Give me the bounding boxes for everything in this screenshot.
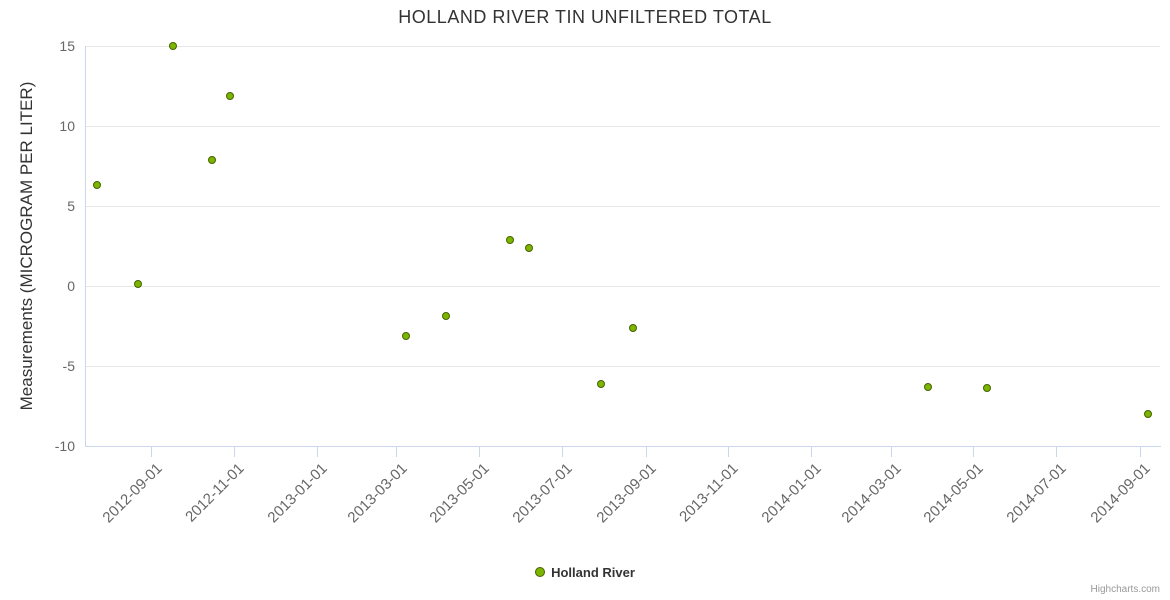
x-tick-label-text: 2013-07-01 xyxy=(509,460,576,527)
x-tick-mark xyxy=(478,447,480,457)
x-tick-mark xyxy=(973,447,975,457)
data-point[interactable] xyxy=(924,382,933,391)
data-point[interactable] xyxy=(506,235,515,244)
legend-label: Holland River xyxy=(551,564,635,580)
x-tick-mark xyxy=(1055,447,1057,457)
x-tick-label-text: 2013-01-01 xyxy=(264,460,331,527)
gridline xyxy=(85,46,1160,47)
x-tick-mark xyxy=(890,447,892,457)
x-tick-label-text: 2014-03-01 xyxy=(838,460,905,527)
x-tick-mark xyxy=(728,447,730,457)
x-tick-mark xyxy=(151,447,153,457)
x-tick-label-text: 2014-07-01 xyxy=(1003,460,1070,527)
y-tick-label: -5 xyxy=(62,358,75,374)
data-point[interactable] xyxy=(225,91,234,100)
x-tick-label-text: 2014-01-01 xyxy=(758,460,825,527)
y-tick-label: -10 xyxy=(54,438,75,454)
x-tick-label-text: 2014-09-01 xyxy=(1087,460,1154,527)
gridline xyxy=(85,366,1160,367)
data-point[interactable] xyxy=(629,323,638,332)
gridline xyxy=(85,286,1160,287)
data-point[interactable] xyxy=(208,155,217,164)
x-tick-label-text: 2014-05-01 xyxy=(920,460,988,527)
x-tick-mark xyxy=(810,447,812,457)
x-tick-mark xyxy=(396,447,398,457)
y-tick-label: 10 xyxy=(59,118,75,134)
x-tick-label-text: 2012-09-01 xyxy=(99,460,166,527)
data-point[interactable] xyxy=(982,384,991,393)
chart-title: HOLLAND RIVER TIN UNFILTERED TOTAL xyxy=(398,7,772,27)
x-axis-line xyxy=(85,446,1161,447)
x-tick-mark xyxy=(316,447,318,457)
gridline xyxy=(85,206,1160,207)
gridline xyxy=(85,126,1160,127)
x-tick-mark xyxy=(1139,447,1141,457)
legend-item-holland-river[interactable]: Holland River xyxy=(0,563,1170,581)
data-point[interactable] xyxy=(133,280,142,289)
highcharts-credits-link[interactable]: Highcharts.com xyxy=(1090,584,1160,595)
data-point[interactable] xyxy=(1143,410,1152,418)
data-point[interactable] xyxy=(401,331,410,340)
data-point[interactable] xyxy=(525,243,534,252)
data-point[interactable] xyxy=(93,181,102,190)
x-tick-mark xyxy=(645,447,647,457)
x-tick-mark xyxy=(561,447,563,457)
x-tick-label-text: 2013-09-01 xyxy=(593,460,660,527)
x-tick-label-text: 2012-11-01 xyxy=(182,460,248,526)
x-tick-label-text: 2013-03-01 xyxy=(344,460,411,527)
y-tick-label: 5 xyxy=(67,198,75,214)
data-point[interactable] xyxy=(169,42,177,50)
x-tick-mark xyxy=(233,447,235,457)
legend-marker-icon xyxy=(535,567,546,577)
data-point[interactable] xyxy=(596,379,605,388)
x-tick-label-text: 2013-11-01 xyxy=(676,460,743,526)
y-axis-line xyxy=(85,46,86,446)
y-tick-label: 15 xyxy=(59,38,75,54)
x-tick-label-text: 2013-05-01 xyxy=(426,460,494,527)
y-tick-label: 0 xyxy=(67,278,75,294)
data-point[interactable] xyxy=(442,312,451,321)
